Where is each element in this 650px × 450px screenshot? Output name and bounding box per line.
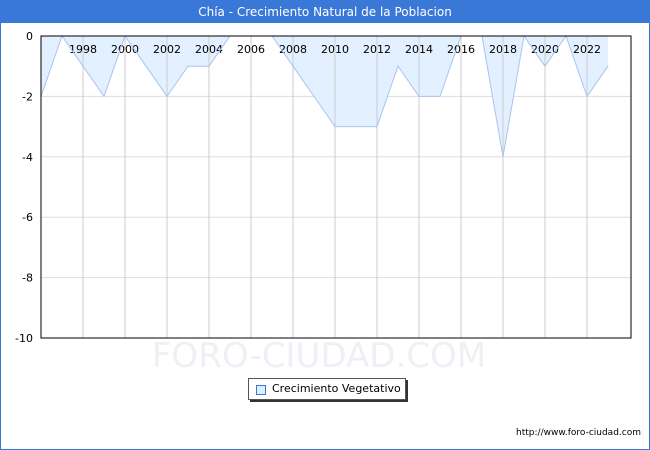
data-point: [607, 65, 609, 67]
data-point: [166, 95, 168, 97]
chart-title: Chía - Crecimiento Natural de la Poblaci…: [1, 1, 649, 23]
source-url: http://www.foro-ciudad.com: [516, 428, 641, 438]
y-tick-label: -8: [22, 272, 33, 285]
legend: Crecimiento Vegetativo: [248, 378, 406, 400]
data-point: [586, 95, 588, 97]
data-point: [334, 126, 336, 128]
x-tick-label: 2016: [447, 43, 475, 56]
data-point: [502, 156, 504, 158]
y-tick-label: -10: [15, 332, 33, 345]
y-tick-label: 0: [26, 30, 33, 43]
x-tick-label: 2018: [489, 43, 517, 56]
data-point: [187, 65, 189, 67]
x-tick-label: 2014: [405, 43, 433, 56]
x-tick-label: 2010: [321, 43, 349, 56]
plot-border: [40, 35, 632, 339]
x-tick-label: 1998: [69, 43, 97, 56]
series-line: [40, 34, 609, 157]
legend-swatch: [256, 385, 266, 395]
series-area: [41, 36, 608, 157]
data-point: [313, 95, 315, 97]
x-tick-label: 2012: [363, 43, 391, 56]
data-point: [418, 95, 420, 97]
x-tick-label: 2020: [531, 43, 559, 56]
y-tick-label: -6: [22, 211, 33, 224]
x-tick-label: 2006: [237, 43, 265, 56]
y-tick-label: -4: [22, 151, 33, 164]
watermark: FORO-CIUDAD.COM: [152, 336, 486, 376]
data-point: [103, 95, 105, 97]
x-tick-label: 2008: [279, 43, 307, 56]
data-point: [544, 65, 546, 67]
data-point: [82, 65, 84, 67]
data-point: [397, 65, 399, 67]
data-point: [145, 65, 147, 67]
y-tick-label: -2: [22, 90, 33, 103]
x-tick-label: 2002: [153, 43, 181, 56]
data-point: [376, 126, 378, 128]
x-tick-label: 2022: [573, 43, 601, 56]
data-point: [439, 95, 441, 97]
data-point: [355, 126, 357, 128]
data-point: [292, 65, 294, 67]
legend-label: Crecimiento Vegetativo: [272, 382, 401, 395]
x-tick-label: 2004: [195, 43, 223, 56]
data-point: [208, 65, 210, 67]
